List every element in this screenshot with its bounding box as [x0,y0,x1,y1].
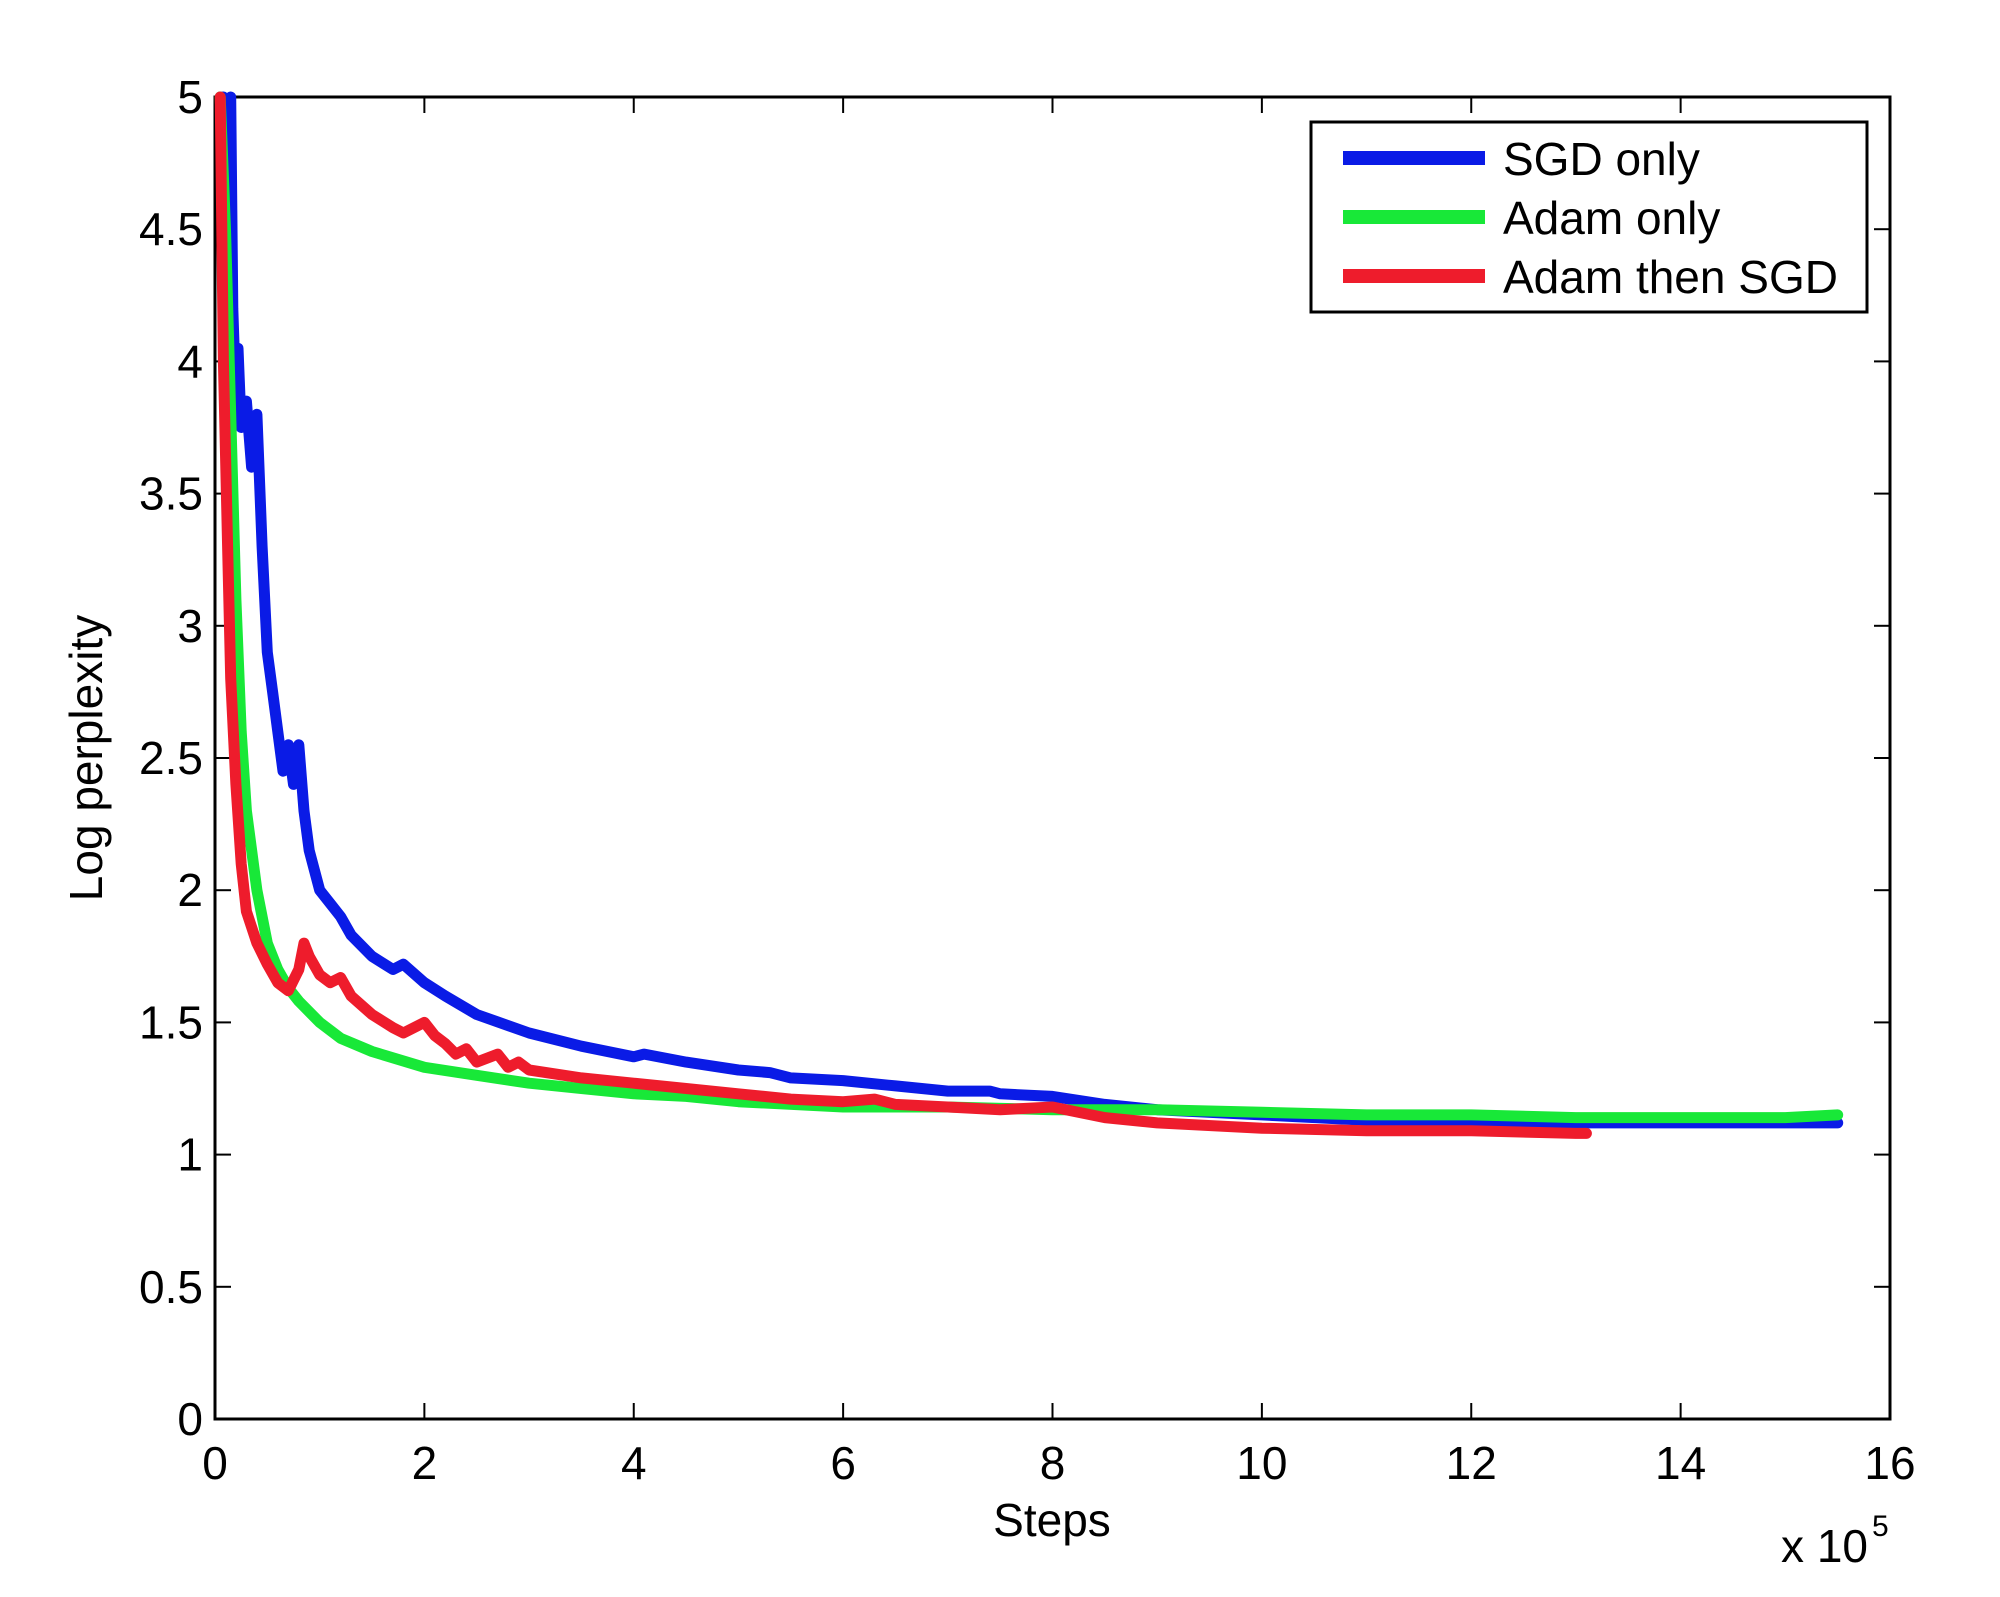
x-tick-label: 6 [830,1437,856,1489]
y-tick-label: 2 [177,864,203,916]
x-axis-multiplier-exponent: 5 [1872,1510,1889,1543]
y-tick-label: 1.5 [139,996,203,1048]
y-tick-label: 3.5 [139,468,203,520]
legend: SGD only Adam only Adam then SGD [1309,120,1869,314]
y-tick-label: 1 [177,1129,203,1181]
y-tick-label: 4 [177,335,203,387]
x-tick-label: 14 [1655,1437,1706,1489]
series-line-sgd-only [217,91,1844,1129]
series-line-adam-only [214,91,1844,1124]
y-tick-label: 2.5 [139,732,203,784]
x-tick-label: 12 [1446,1437,1497,1489]
x-tick-label: 16 [1864,1437,1915,1489]
x-tick-label: 0 [202,1437,228,1489]
x-tick-label: 4 [621,1437,647,1489]
x-tick-label: 10 [1236,1437,1287,1489]
legend-label-adam-then-sgd: Adam then SGD [1503,251,1838,303]
x-axis-label: Steps [993,1494,1111,1546]
y-tick-label: 0.5 [139,1261,203,1313]
x-axis-multiplier-base: x 10 [1781,1520,1868,1572]
legend-label-adam-only: Adam only [1503,192,1720,244]
y-tick-label: 3 [177,600,203,652]
y-tick-label: 5 [177,71,203,123]
y-axis-label: Log perplexity [60,615,112,901]
y-tick-label: 0 [177,1393,203,1445]
series-layer [214,91,1844,1139]
legend-label-sgd-only: SGD only [1503,133,1700,185]
x-axis-multiplier: x 10 [1781,1520,1868,1572]
x-tick-label: 2 [412,1437,438,1489]
ticks-layer: 0 2 4 6 8 10 12 14 16 0 0.5 1 1.5 2 2.5 3 3.5 4 4.5 5 [139,71,1916,1489]
x-tick-label: 8 [1040,1437,1066,1489]
y-tick-label: 4.5 [139,203,203,255]
series-line-adam-then-sgd [214,91,1592,1139]
